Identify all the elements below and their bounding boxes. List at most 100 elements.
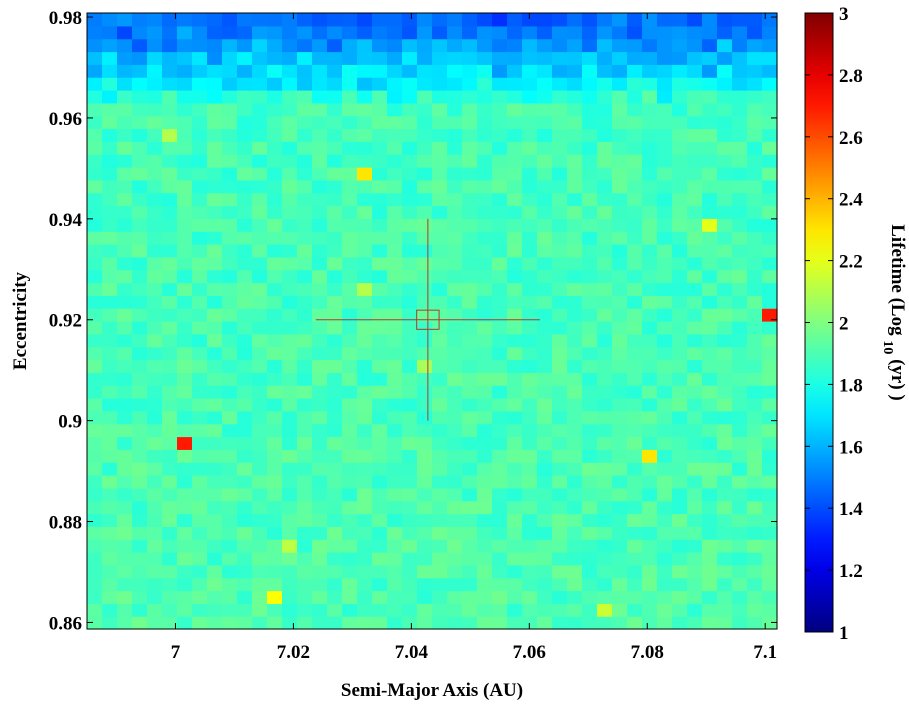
- heatmap-cell: [297, 526, 313, 540]
- heatmap-cell: [387, 102, 403, 117]
- heatmap-cell: [477, 321, 493, 335]
- heatmap-cell: [597, 436, 613, 450]
- heatmap-cell: [612, 244, 628, 258]
- heatmap-cell: [147, 321, 163, 335]
- heatmap-cell: [267, 564, 283, 579]
- heatmap-cell: [672, 410, 688, 425]
- heatmap-cell: [747, 436, 763, 450]
- heatmap-cell: [537, 38, 553, 53]
- heatmap-cell: [237, 13, 253, 27]
- heatmap-cell: [702, 423, 718, 438]
- heatmap-cell: [747, 38, 763, 53]
- heatmap-cell: [552, 218, 568, 232]
- heatmap-cell: [717, 372, 733, 386]
- heatmap-cell: [462, 462, 478, 476]
- heatmap-cell: [702, 577, 718, 592]
- heatmap-cell: [252, 167, 268, 181]
- heatmap-cell: [357, 590, 373, 604]
- heatmap-cell: [387, 577, 403, 592]
- heatmap-cell: [732, 346, 748, 361]
- heatmap-cell: [672, 539, 688, 553]
- heatmap-cell: [582, 115, 598, 130]
- heatmap-cell: [87, 38, 103, 53]
- heatmap-cell: [492, 410, 508, 425]
- heatmap-cell: [342, 333, 358, 348]
- heatmap-cell: [417, 385, 433, 399]
- heatmap-cell: [117, 462, 133, 476]
- heatmap-cell: [342, 423, 358, 438]
- heatmap-cell: [357, 90, 373, 104]
- heatmap-cell: [747, 564, 763, 579]
- heatmap-cell: [327, 423, 343, 438]
- heatmap-cell: [177, 192, 193, 207]
- heatmap-cell: [627, 282, 643, 296]
- heatmap-cell: [297, 269, 313, 284]
- heatmap-cell: [87, 372, 103, 386]
- heatmap-cell: [552, 385, 568, 399]
- heatmap-cell: [537, 51, 553, 65]
- heatmap-cell: [672, 513, 688, 527]
- heatmap-cell: [552, 423, 568, 438]
- heatmap-cell: [327, 115, 343, 130]
- heatmap-cell: [222, 436, 238, 450]
- heatmap-cell: [177, 179, 193, 194]
- heatmap-cell: [612, 564, 628, 579]
- heatmap-cell: [447, 552, 463, 566]
- heatmap-cell: [117, 269, 133, 284]
- heatmap-cell: [717, 102, 733, 117]
- heatmap-cell: [222, 577, 238, 592]
- heatmap-cell: [372, 475, 388, 489]
- heatmap-cell: [732, 500, 748, 515]
- heatmap-cell: [147, 513, 163, 527]
- heatmap-cell: [207, 308, 223, 322]
- heatmap-cell: [747, 167, 763, 181]
- heatmap-cell: [657, 513, 673, 527]
- colorbar-tick-label: 2.2: [839, 252, 863, 273]
- heatmap-cell: [357, 25, 373, 40]
- heatmap-cell: [192, 564, 208, 579]
- heatmap-cell: [252, 38, 268, 53]
- heatmap-cell: [357, 475, 373, 489]
- heatmap-cell: [687, 321, 703, 335]
- heatmap-cell: [552, 487, 568, 502]
- heatmap-cell: [612, 51, 628, 65]
- heatmap-cell: [672, 564, 688, 579]
- heatmap-cell: [417, 346, 433, 361]
- heatmap-cell: [357, 603, 373, 617]
- heatmap-cell: [687, 372, 703, 386]
- heatmap-cell: [117, 13, 133, 27]
- heatmap-cell: [102, 244, 118, 258]
- heatmap-cell: [372, 513, 388, 527]
- heatmap-cell: [342, 115, 358, 130]
- heatmap-cell: [597, 282, 613, 296]
- heatmap-cell: [297, 487, 313, 502]
- heatmap-cell: [102, 231, 118, 245]
- heatmap-cell: [432, 513, 448, 527]
- heatmap-cell: [237, 256, 253, 271]
- heatmap-cell: [567, 398, 583, 412]
- heatmap-cell: [402, 231, 418, 245]
- heatmap-cell: [417, 321, 433, 335]
- heatmap-cell: [612, 102, 628, 117]
- heatmap-cell: [762, 436, 778, 450]
- heatmap-cell: [492, 102, 508, 117]
- heatmap-cell: [717, 218, 733, 232]
- heatmap-cell: [672, 475, 688, 489]
- heatmap-cell: [672, 308, 688, 322]
- heatmap-cell: [717, 513, 733, 527]
- heatmap-cell: [672, 398, 688, 412]
- heatmap-cell: [747, 603, 763, 617]
- heatmap-cell: [267, 539, 283, 553]
- heatmap-cell: [537, 346, 553, 361]
- heatmap-cell: [447, 218, 463, 232]
- heatmap-cell: [597, 141, 613, 155]
- heatmap-cell: [507, 423, 523, 438]
- heatmap-cell: [432, 590, 448, 604]
- heatmap-cell: [432, 564, 448, 579]
- heatmap-cell: [657, 244, 673, 258]
- heatmap-cell: [162, 308, 178, 322]
- heatmap-cell: [87, 167, 103, 181]
- heatmap-cell: [282, 167, 298, 181]
- heatmap-cell: [177, 269, 193, 284]
- heatmap-cell: [552, 308, 568, 322]
